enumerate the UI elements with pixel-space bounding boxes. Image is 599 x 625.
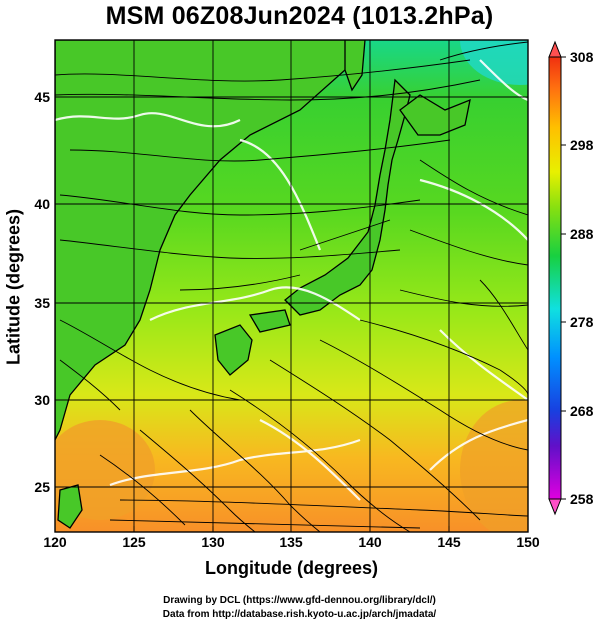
honshu-island bbox=[284, 78, 411, 316]
y-tick-label: 25 bbox=[34, 479, 50, 495]
colorbar bbox=[548, 40, 566, 516]
colorbar-top-arrow bbox=[548, 40, 562, 58]
graticule bbox=[55, 40, 528, 532]
x-tick-label: 120 bbox=[43, 534, 67, 550]
contour-lines bbox=[55, 59, 528, 501]
y-tick-label: 45 bbox=[34, 89, 50, 105]
credit-data-source: Data from http://database.rish.kyoto-u.a… bbox=[162, 609, 437, 620]
colorbar-gradient bbox=[548, 56, 562, 500]
colorbar-tick-label: 288 bbox=[570, 226, 594, 242]
x-tick-label: 150 bbox=[516, 534, 540, 550]
streamlines bbox=[55, 41, 528, 532]
y-tick-label: 35 bbox=[34, 295, 50, 311]
hokkaido-island bbox=[399, 94, 471, 136]
credit-drawing: Drawing by DCL (https://www.gfd-dennou.o… bbox=[163, 595, 436, 606]
colorbar-tick-label: 308 bbox=[570, 49, 594, 65]
shikoku-island bbox=[248, 309, 291, 333]
map-plot-area bbox=[55, 40, 528, 532]
colorbar-bottom-arrow bbox=[548, 498, 562, 516]
x-tick-label: 140 bbox=[358, 534, 382, 550]
x-tick-label: 125 bbox=[122, 534, 146, 550]
colorbar-tick-label: 278 bbox=[570, 314, 594, 330]
warm-region-southeast bbox=[460, 400, 528, 532]
kyushu-island bbox=[214, 324, 253, 376]
x-tick-label: 145 bbox=[437, 534, 461, 550]
y-axis-title: Latitude (degrees) bbox=[3, 208, 24, 366]
y-tick-label: 30 bbox=[34, 392, 50, 408]
sakhalin-island bbox=[344, 40, 366, 92]
x-tick-label: 130 bbox=[201, 534, 225, 550]
y-tick-label: 40 bbox=[34, 196, 50, 212]
colorbar-tick-label: 298 bbox=[570, 137, 594, 153]
colorbar-tick-label: 258 bbox=[570, 491, 594, 507]
cool-region bbox=[460, 40, 528, 85]
x-tick-label: 135 bbox=[279, 534, 303, 550]
page-title: MSM 06Z08Jun2024 (1013.2hPa) bbox=[105, 2, 494, 30]
axis-ticks bbox=[54, 96, 529, 532]
taiwan-island bbox=[57, 484, 83, 529]
x-axis-title: Longitude (degrees) bbox=[204, 558, 378, 578]
colorbar-tick-label: 268 bbox=[570, 403, 594, 419]
